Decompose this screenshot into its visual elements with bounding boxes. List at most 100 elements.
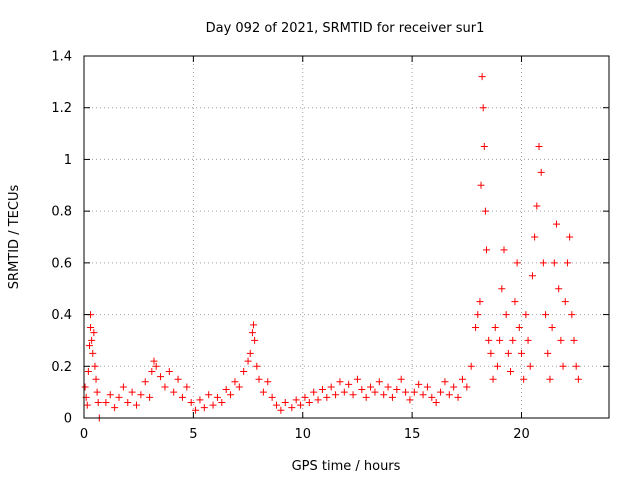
- data-point: [305, 398, 313, 406]
- data-point: [537, 168, 545, 176]
- data-point: [119, 383, 127, 391]
- data-point: [572, 362, 580, 370]
- data-point: [402, 388, 410, 396]
- y-tick-label: 1.4: [51, 50, 72, 65]
- data-point: [437, 388, 445, 396]
- data-point: [253, 362, 261, 370]
- data-point: [561, 298, 569, 306]
- data-point: [213, 393, 221, 401]
- data-point: [491, 324, 499, 331]
- tick-layer: 0 5 10 15 20 0 0.2 0.4 0.6 0.8 1 1.2 1.4: [51, 50, 609, 442]
- data-point: [544, 349, 552, 357]
- data-point: [563, 259, 571, 267]
- data-point: [327, 383, 335, 391]
- data-point: [89, 349, 97, 357]
- data-point: [222, 386, 230, 394]
- data-point: [481, 207, 489, 215]
- y-tick-label: 0.8: [51, 205, 72, 220]
- x-tick-label: 5: [189, 427, 197, 442]
- data-point: [281, 398, 289, 406]
- data-point: [88, 336, 96, 344]
- data-point: [273, 401, 280, 409]
- data-point: [345, 380, 353, 388]
- data-point: [502, 311, 510, 319]
- grid-layer: [84, 56, 609, 418]
- data-point: [520, 375, 528, 383]
- data-point: [550, 259, 558, 267]
- data-point: [92, 375, 100, 383]
- y-axis-label: SRMTID / TECUs: [7, 185, 22, 290]
- data-point: [489, 375, 497, 383]
- data-point: [477, 181, 485, 189]
- data-point: [500, 246, 508, 254]
- data-point: [504, 349, 512, 357]
- data-point: [244, 357, 252, 365]
- data-point: [268, 393, 276, 401]
- data-point: [178, 393, 186, 401]
- data-point: [384, 383, 392, 391]
- data-point: [559, 362, 567, 370]
- data-point: [496, 336, 504, 344]
- data-point: [115, 393, 123, 401]
- data-point: [251, 336, 259, 344]
- data-point: [358, 386, 366, 394]
- data-point: [511, 298, 519, 306]
- data-point: [170, 388, 178, 396]
- data-point: [250, 321, 258, 329]
- data-point: [183, 383, 191, 391]
- data-point: [553, 220, 560, 228]
- data-point: [310, 388, 318, 396]
- data-point: [531, 233, 539, 241]
- data-point: [323, 393, 331, 401]
- data-point: [483, 246, 490, 254]
- data-point: [362, 393, 370, 401]
- data-point: [246, 349, 254, 357]
- data-point: [264, 378, 272, 386]
- data-point: [574, 375, 582, 383]
- data-point: [423, 383, 431, 391]
- data-point: [493, 362, 501, 370]
- data-point: [353, 375, 361, 383]
- data-point: [406, 396, 414, 404]
- data-point: [332, 391, 340, 399]
- data-point: [150, 357, 158, 365]
- data-point: [513, 259, 521, 267]
- data-point: [87, 324, 95, 331]
- data-point: [380, 391, 388, 399]
- plot-frame: [83, 55, 610, 419]
- data-point: [479, 104, 487, 112]
- data-point: [485, 336, 493, 344]
- data-point: [196, 396, 204, 404]
- data-point: [235, 383, 243, 391]
- data-point: [146, 393, 154, 401]
- data-point: [535, 143, 543, 150]
- y-tick-label: 0.6: [51, 256, 72, 271]
- data-point: [297, 401, 305, 409]
- data-point: [277, 406, 285, 414]
- data-point: [227, 391, 235, 399]
- data-point: [340, 388, 348, 396]
- data-point: [133, 401, 140, 409]
- data-point: [111, 404, 119, 412]
- data-point: [318, 386, 326, 394]
- x-axis-label: GPS time / hours: [292, 459, 401, 474]
- data-point: [85, 342, 93, 350]
- data-point: [474, 311, 482, 319]
- data-point: [524, 336, 532, 344]
- data-point: [200, 404, 208, 412]
- data-point: [546, 375, 554, 383]
- data-point: [128, 388, 136, 396]
- data-point: [375, 378, 383, 386]
- data-point: [259, 388, 267, 396]
- chart-title: Day 092 of 2021, SRMTID for receiver sur…: [206, 21, 485, 36]
- data-point: [84, 367, 92, 375]
- data-point: [314, 396, 322, 404]
- data-point: [393, 386, 401, 394]
- data-point: [476, 298, 484, 306]
- data-point: [81, 383, 89, 391]
- data-point: [137, 391, 145, 399]
- data-point: [205, 391, 213, 399]
- data-point: [218, 398, 226, 406]
- data-point: [487, 349, 495, 357]
